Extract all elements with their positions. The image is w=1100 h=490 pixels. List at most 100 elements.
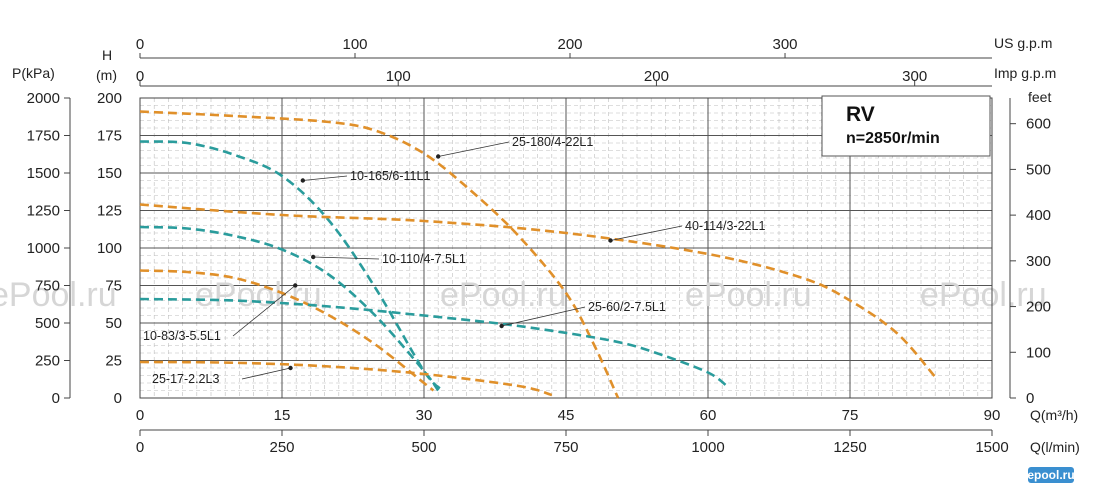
us-gpm-tick-label: 100 [342,36,367,53]
curve-10-110/4-7.5L1 [139,225,440,392]
us-gpm-tick-label: 200 [557,36,582,53]
leader-line [501,306,586,327]
imp-gpm-axis-title: Imp g.p.m [994,65,1056,81]
feet-tick-label: 600 [1026,116,1051,133]
watermark-layer: ePool.ru ePool.ru ePool.ru ePool.ru ePool.ru [0,276,1047,314]
curve-label: 25-17-2.2L3 [152,372,219,386]
feet-tick-label: 500 [1026,161,1051,178]
imp-gpm-tick-label: 300 [902,68,927,85]
feet-tick-label: 100 [1026,344,1051,361]
leader-dot [608,238,613,243]
leader-line [241,367,291,380]
curve-label: 10-165/6-11L1 [350,169,430,183]
flow-lpm-tick-label: 1500 [975,439,1008,456]
feet-axis-title: feet [1028,89,1051,105]
curve-40-114/3-22L1 [139,203,937,378]
feet-tick-label: 400 [1026,207,1051,224]
grid [139,97,993,399]
watermark-text: ePool.ru [0,276,117,314]
pressure-tick-label: 1000 [27,240,60,257]
pressure-tick-label: 500 [35,315,60,332]
flow-m3h-tick-label: 15 [274,407,291,424]
leader-dot [499,323,504,329]
curve-10-165/6-11L1 [139,140,444,392]
head-tick-label: 125 [97,203,122,220]
curves [139,110,937,399]
leader-line [313,256,380,260]
feet-tick-label: 200 [1026,299,1051,316]
head-tick-label: 100 [97,240,122,257]
watermark-text: ePool.ru [685,276,812,314]
flow-m3h-tick-label: 30 [416,407,433,424]
leader-line [232,285,296,337]
head-tick-label: 50 [105,315,122,332]
leader-dot [311,254,316,260]
feet-tick-label: 300 [1026,253,1051,270]
logo-text: epool.ru [1027,468,1074,482]
logo: epool.ru [1027,467,1075,483]
watermark-text: ePool.ru [195,276,322,314]
head-tick-label: 150 [97,165,122,182]
curve-25-60/2-7.5L1 [139,297,728,388]
pressure-tick-label: 1500 [27,165,60,182]
leader-line [302,175,348,181]
flow-m3h-tick-label: 60 [700,407,717,424]
plot-frame [139,97,993,399]
head-tick-label: 75 [105,278,122,295]
head-tick-label: 0 [114,390,122,407]
info-box-subtitle: n=2850r/min [846,130,940,147]
pressure-tick-label: 2000 [27,90,60,107]
pressure-tick-label: 1250 [27,203,60,220]
info-box: RV n=2850r/min [821,95,991,157]
flow-m3h-axis-title: Q(m³/h) [1030,407,1078,423]
flow-m3h-tick-label: 90 [984,407,1001,424]
curve-10-83/3-5.5L1 [139,269,435,392]
axis-titles: P(kPa) H (m) US g.p.m Imp g.p.m feet Q(m… [12,35,1080,455]
watermark-text: ePool.ru [920,276,1047,314]
leader-dot [288,365,293,371]
head-tick-label: 25 [105,353,122,370]
flow-lpm-tick-label: 1000 [691,439,724,456]
us-gpm-tick-label: 0 [136,36,144,53]
us-gpm-axis-title: US g.p.m [994,35,1052,51]
head-tick-label: 200 [97,90,122,107]
pressure-tick-label: 750 [35,278,60,295]
watermark-text: ePool.ru [440,276,567,314]
head-axis-title-h: H [102,47,112,63]
pressure-tick-label: 250 [35,353,60,370]
flow-lpm-tick-label: 500 [411,439,436,456]
pressure-tick-label: 1750 [27,128,60,145]
imp-gpm-tick-label: 100 [386,68,411,85]
curve-labels: 25-180/4-22L1 10-165/6-11L1 40-114/3-22L1 1… [143,135,765,386]
flow-lpm-tick-label: 0 [136,439,144,456]
flow-m3h-tick-label: 75 [842,407,859,424]
flow-lpm-axis-title: Q(l/min) [1030,439,1080,455]
leader-line [610,225,683,241]
curve-label: 25-180/4-22L1 [512,135,593,149]
pressure-tick-label: 0 [52,390,60,407]
head-axis-title-unit: (m) [96,67,117,83]
imp-gpm-tick-label: 200 [644,68,669,85]
flow-m3h-tick-label: 0 [136,407,144,424]
curve-label: 10-83/3-5.5L1 [143,329,221,343]
info-box-title: RV [846,103,875,126]
leader-line [438,141,510,157]
curve-25-17-2.2L3 [139,360,553,397]
head-tick-label: 175 [97,128,122,145]
curve-label: 10-110/4-7.5L1 [382,252,466,266]
pressure-axis-title: P(kPa) [12,65,55,81]
axes: 0255075100125150175200025050075010001250… [27,36,1051,456]
flow-lpm-tick-label: 750 [553,439,578,456]
curve-label: 25-60/2-7.5L1 [588,300,666,314]
imp-gpm-tick-label: 0 [136,68,144,85]
leader-dot [300,178,306,183]
leader-dot [436,154,441,159]
curve-25-180/4-22L1 [139,110,620,399]
flow-lpm-tick-label: 250 [269,439,294,456]
curve-label: 40-114/3-22L1 [685,219,765,233]
us-gpm-tick-label: 300 [773,36,798,53]
flow-lpm-tick-label: 1250 [833,439,866,456]
leader-dot [293,283,298,288]
feet-tick-label: 0 [1026,390,1034,407]
